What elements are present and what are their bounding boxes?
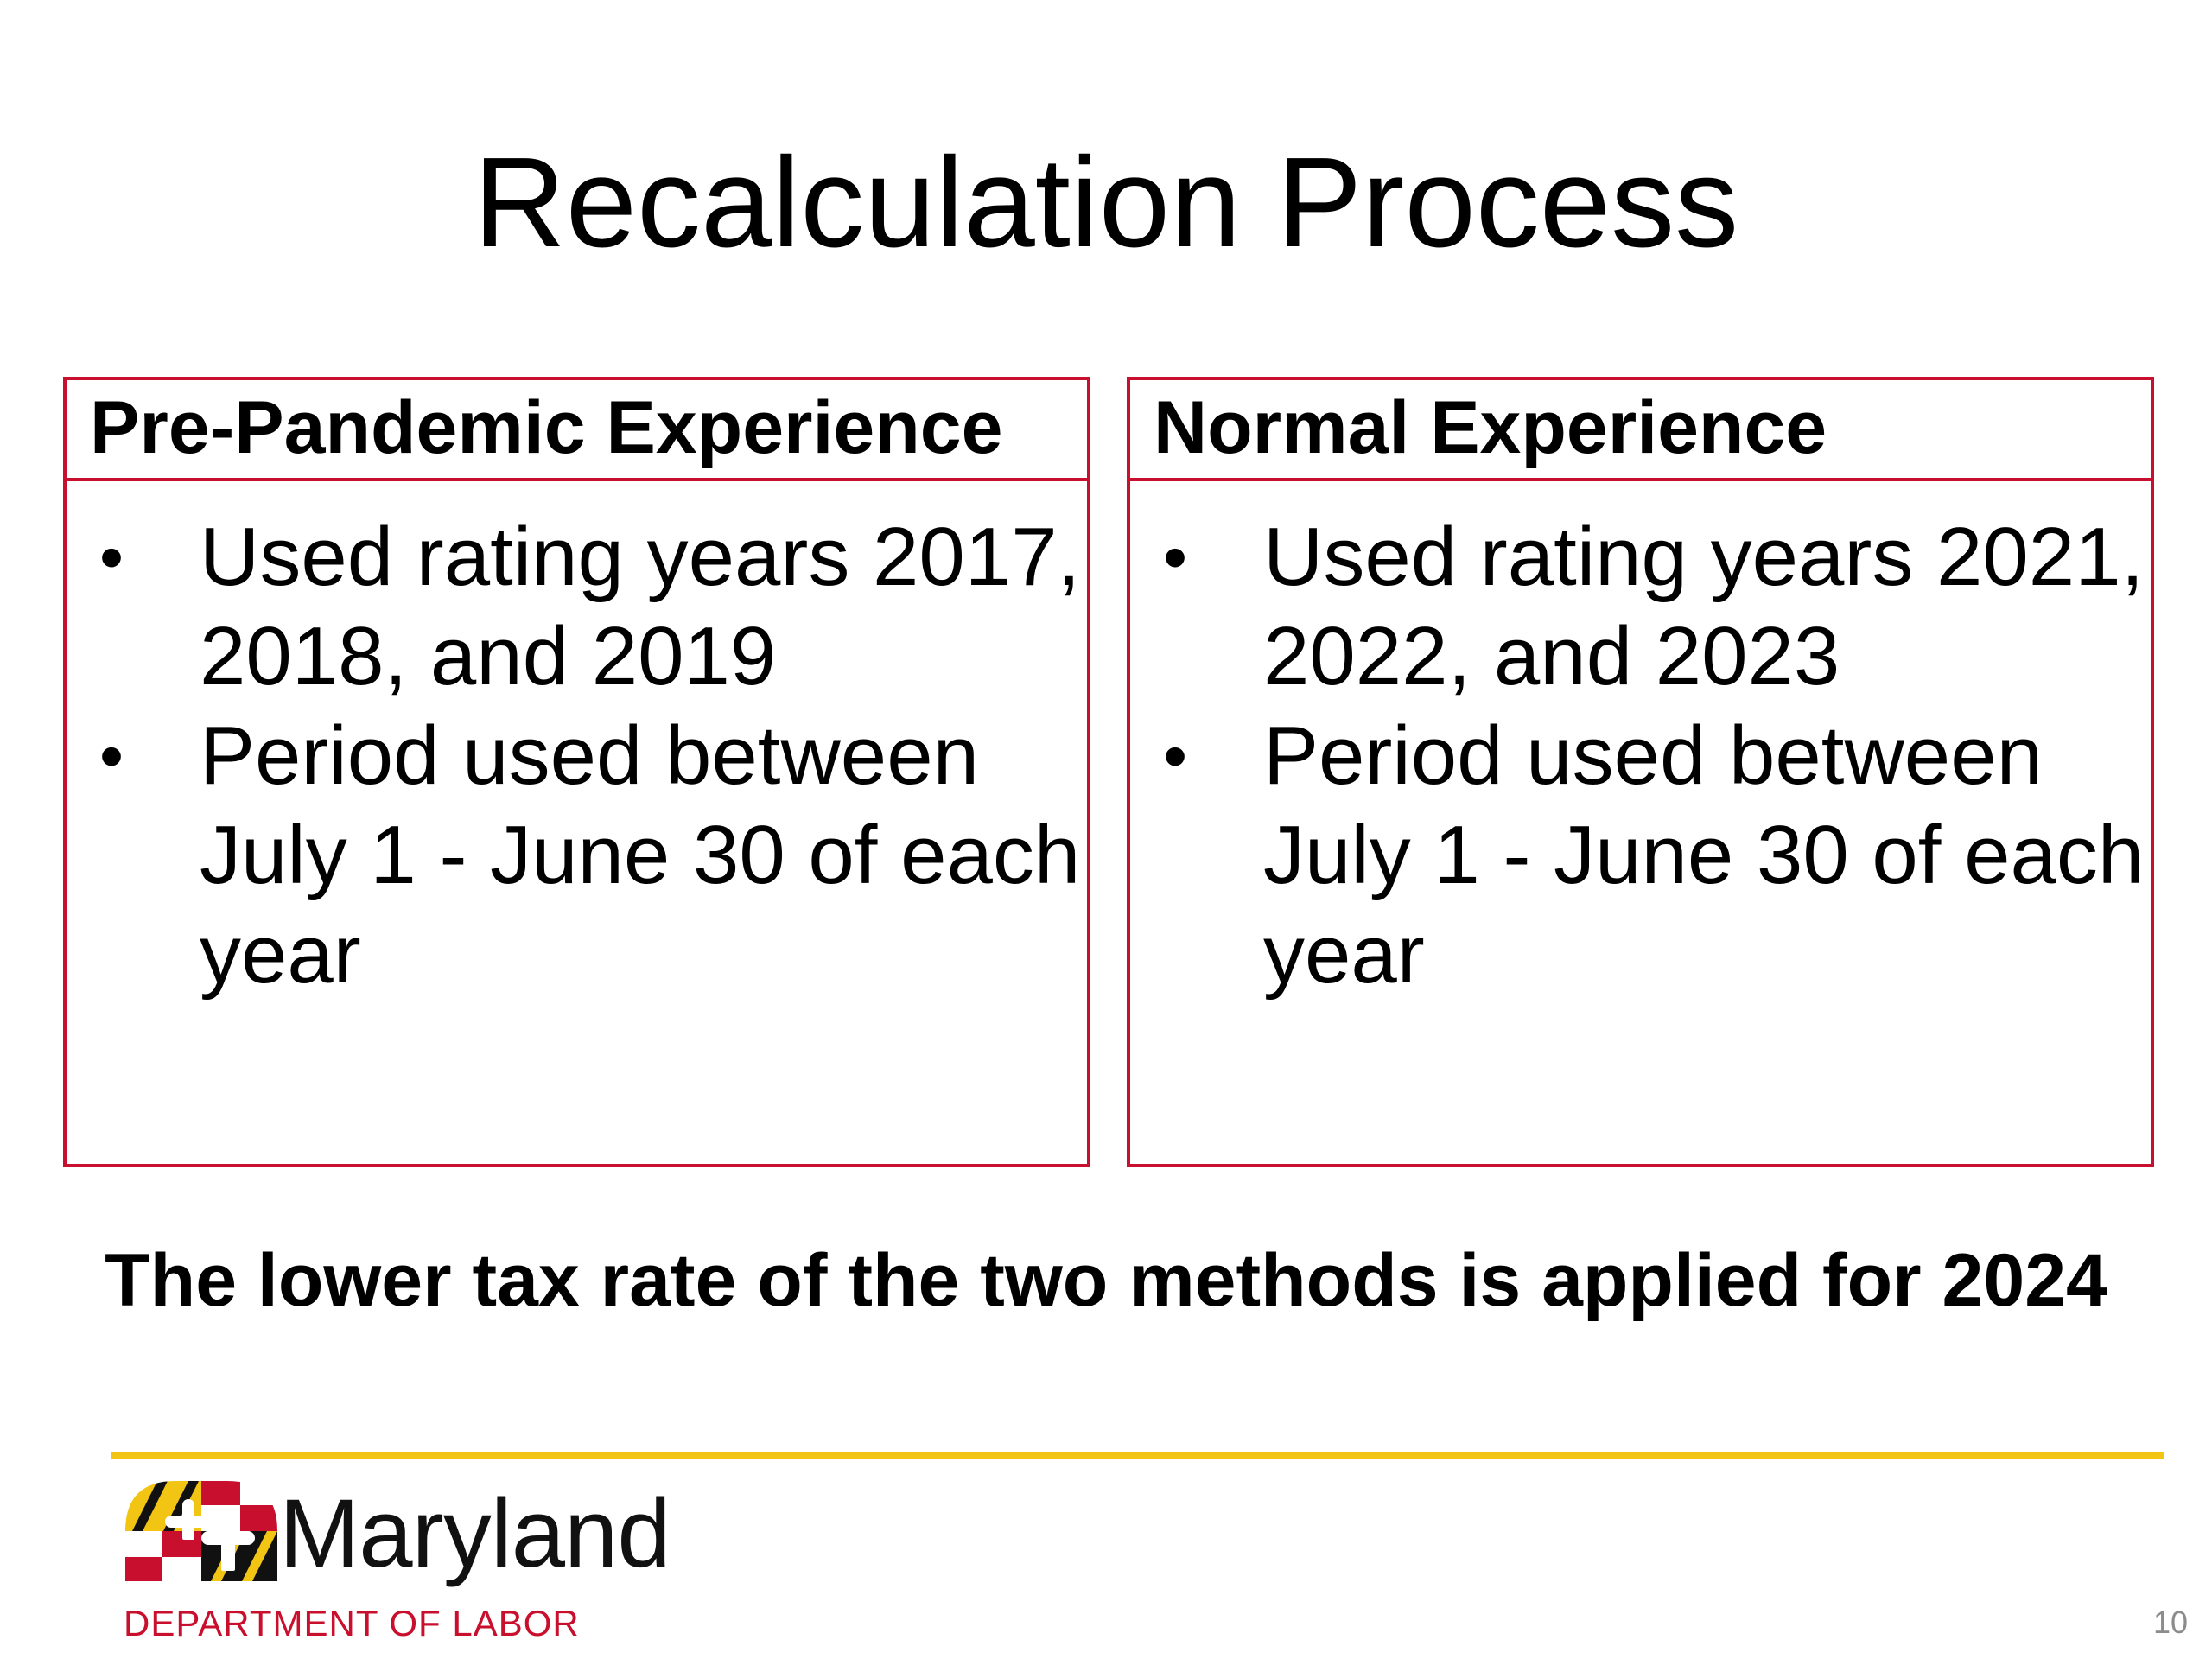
footer-divider [111, 1452, 2164, 1459]
bullet-text: Used rating years 2017, 2018, and 2019 [200, 511, 1081, 702]
bullet-item: • Period used between July 1 - June 30 o… [1130, 706, 2151, 1004]
panel-body: • Used rating years 2021, 2022, and 2023… [1130, 481, 2151, 1004]
panel-heading: Normal Experience [1130, 380, 2151, 481]
bullet-icon: • [1163, 518, 1188, 595]
slide-title: Recalculation Process [473, 131, 1739, 274]
page-number: 10 [2152, 1605, 2188, 1640]
logo-wordmark: Maryland [279, 1479, 671, 1587]
bullet-list: • Used rating years 2021, 2022, and 2023… [1130, 507, 2151, 1004]
bullet-list: • Used rating years 2017, 2018, and 2019… [67, 507, 1087, 1004]
bullet-item: • Used rating years 2017, 2018, and 2019 [67, 507, 1087, 706]
maryland-flag-icon [125, 1481, 277, 1581]
bullet-item: • Used rating years 2021, 2022, and 2023 [1130, 507, 2151, 706]
bullet-text: Period used between July 1 - June 30 of … [1263, 709, 2145, 1001]
bullet-text: Used rating years 2021, 2022, and 2023 [1263, 511, 2145, 702]
normal-experience-panel: Normal Experience • Used rating years 20… [1127, 377, 2154, 1167]
bullet-icon: • [99, 717, 124, 794]
conclusion-text: The lower tax rate of the two methods is… [105, 1239, 2107, 1322]
panel-body: • Used rating years 2017, 2018, and 2019… [67, 481, 1087, 1004]
panel-heading: Pre-Pandemic Experience [67, 380, 1087, 481]
logo-subtitle: DEPARTMENT OF LABOR [124, 1603, 580, 1643]
bullet-text: Period used between July 1 - June 30 of … [200, 709, 1081, 1001]
bullet-item: • Period used between July 1 - June 30 o… [67, 706, 1087, 1004]
maryland-labor-logo: Maryland DEPARTMENT OF LABOR [124, 1479, 728, 1643]
pre-pandemic-panel: Pre-Pandemic Experience • Used rating ye… [63, 377, 1090, 1167]
bullet-icon: • [1163, 717, 1188, 794]
bullet-icon: • [99, 518, 124, 595]
